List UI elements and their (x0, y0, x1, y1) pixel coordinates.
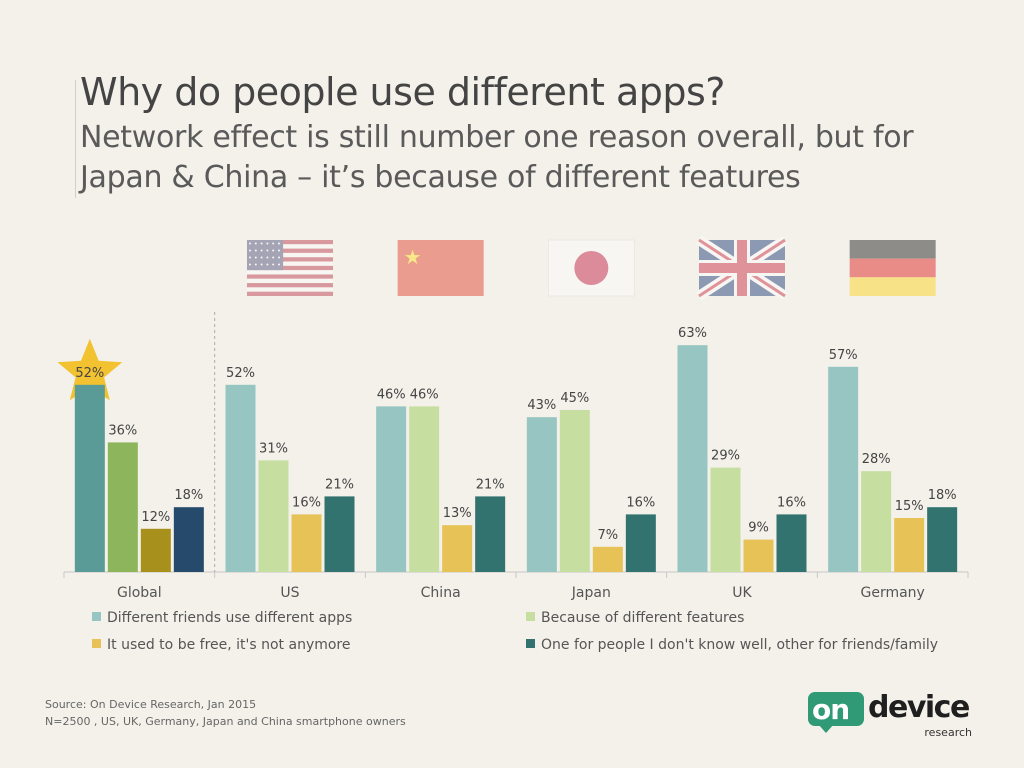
bar (743, 539, 774, 572)
data-label: 16% (292, 495, 321, 510)
bar (776, 514, 807, 572)
bar (526, 417, 557, 572)
category-label: Germany (860, 585, 924, 601)
legend-item: It used to be free, it's not anymore (92, 637, 351, 653)
data-label: 12% (141, 510, 170, 525)
bar (592, 546, 623, 572)
data-label: 43% (527, 398, 556, 413)
category-label: Japan (571, 585, 611, 601)
logo-bubble-tail (818, 724, 834, 733)
data-label: 28% (862, 452, 891, 467)
data-label: 63% (678, 326, 707, 341)
legend-item: Because of different features (526, 610, 744, 626)
bar (828, 366, 859, 572)
source-note: Source: On Device Research, Jan 2015 N=2… (45, 696, 406, 730)
data-label: 18% (174, 488, 203, 503)
bar (140, 528, 171, 572)
data-label: 9% (748, 521, 769, 536)
data-label: 13% (443, 506, 472, 521)
on-device-logo: on device research (808, 688, 978, 746)
data-label: 29% (711, 449, 740, 464)
source-line: Source: On Device Research, Jan 2015 (45, 698, 257, 711)
bar (894, 518, 925, 572)
logo-speech-bubble: on (808, 692, 864, 726)
data-label: 15% (895, 499, 924, 514)
data-label: 46% (410, 387, 439, 402)
china-flag-icon: ★ (397, 240, 484, 296)
category-label: Global (117, 585, 162, 601)
bar (291, 514, 322, 572)
data-label: 18% (928, 488, 957, 503)
legend-label: Different friends use different apps (107, 610, 353, 626)
bar (324, 496, 355, 572)
data-label: 57% (829, 348, 858, 363)
legend-swatch (526, 639, 535, 648)
data-label: 16% (626, 495, 655, 510)
page-title: Why do people use different apps? (80, 70, 725, 114)
data-label: 21% (325, 477, 354, 492)
data-label: 36% (108, 423, 137, 438)
bar (107, 442, 138, 572)
bar (559, 410, 590, 572)
bar (861, 471, 892, 572)
legend-label: It used to be free, it's not anymore (107, 637, 351, 653)
legend-swatch (92, 612, 101, 621)
bar (74, 384, 105, 572)
data-label: 52% (75, 366, 104, 381)
bar (376, 406, 407, 572)
us-flag-icon (247, 240, 333, 296)
category-label: UK (732, 585, 752, 601)
data-label: 46% (377, 387, 406, 402)
logo-device-text: device (868, 690, 970, 725)
star-icon (57, 338, 123, 401)
bar (677, 345, 708, 572)
legend-label: One for people I don't know well, other … (541, 637, 939, 653)
data-label: 21% (476, 477, 505, 492)
page-subtitle: Network effect is still number one reaso… (80, 120, 914, 195)
bar (258, 460, 289, 572)
uk-flag-icon (696, 235, 788, 301)
legend-swatch (526, 612, 535, 621)
bar (442, 525, 473, 572)
legend-item: One for people I don't know well, other … (526, 637, 938, 653)
legend-label: Because of different features (541, 610, 745, 626)
sample-line: N=2500 , US, UK, Germany, Japan and Chin… (45, 715, 406, 728)
data-label: 52% (226, 366, 255, 381)
data-label: 45% (560, 391, 589, 406)
data-label: 7% (598, 528, 619, 543)
germany-flag-icon (849, 240, 936, 296)
svg-text:★: ★ (404, 245, 422, 269)
category-label: US (280, 585, 299, 601)
bar (927, 507, 958, 572)
bar (710, 467, 741, 572)
bar (225, 384, 256, 572)
title-rule (75, 80, 76, 198)
bar (409, 406, 440, 572)
category-label: China (421, 585, 461, 601)
bar (625, 514, 656, 572)
data-label: 31% (259, 441, 288, 456)
bar (475, 496, 506, 572)
legend-item: Different friends use different apps (92, 610, 352, 626)
data-label: 16% (777, 495, 806, 510)
logo-research-text: research (924, 726, 972, 739)
bar (173, 507, 204, 572)
japan-flag-icon (547, 239, 635, 297)
legend-swatch (92, 639, 101, 648)
